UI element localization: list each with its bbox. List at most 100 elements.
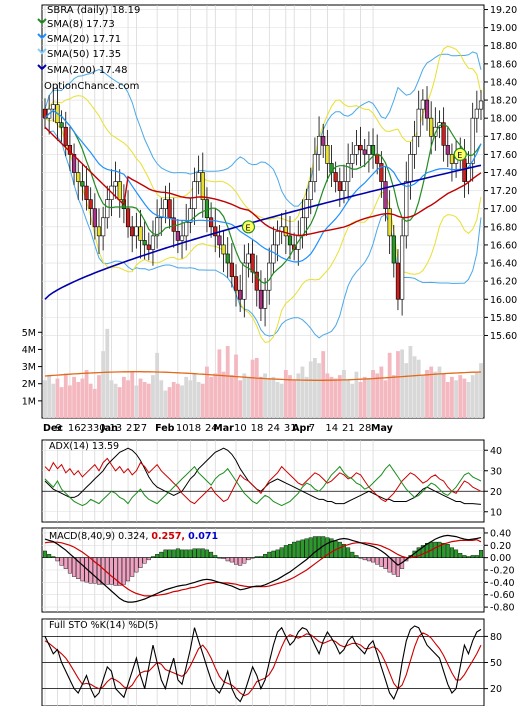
macd-histogram-bar bbox=[229, 557, 234, 563]
macd-ytick-label: 0.00 bbox=[490, 553, 511, 564]
macd-histogram-bar bbox=[150, 556, 155, 558]
sto-title: Full STO %K(14) %D(5) bbox=[49, 620, 158, 631]
volume-bar bbox=[242, 373, 247, 418]
macd-histogram-bar bbox=[163, 549, 168, 558]
candle-body bbox=[76, 172, 81, 182]
candle-body bbox=[366, 145, 371, 155]
volume-bar bbox=[313, 358, 317, 418]
candle-body bbox=[379, 163, 384, 182]
macd-histogram-bar bbox=[283, 545, 288, 558]
candle-body bbox=[233, 276, 239, 291]
macd-histogram-bar bbox=[134, 557, 139, 573]
price-ytick-label: 16.40 bbox=[490, 259, 517, 270]
panel-frame-adx bbox=[41, 439, 485, 523]
macd-histogram-bar bbox=[329, 538, 334, 558]
macd-histogram-bar bbox=[221, 557, 226, 559]
macd-histogram-bar bbox=[88, 557, 93, 584]
candle-body bbox=[412, 135, 417, 155]
macd-histogram-bar bbox=[296, 540, 301, 558]
macd-histogram-bar bbox=[375, 557, 380, 565]
macd-histogram-bar bbox=[425, 542, 430, 558]
volume-bar bbox=[408, 346, 413, 418]
candle-body bbox=[478, 100, 484, 110]
candle-body bbox=[474, 108, 479, 119]
volume-bar bbox=[80, 378, 85, 418]
legend-sma20-label: SMA(20) 17.71 bbox=[47, 34, 121, 45]
x-tick-label: May bbox=[371, 423, 394, 434]
candle-body bbox=[101, 217, 106, 237]
candle-body bbox=[424, 99, 430, 119]
sma20-legend-marker bbox=[37, 33, 47, 40]
candle-body bbox=[196, 172, 201, 182]
macd-histogram-bar bbox=[387, 557, 392, 573]
x-tick-label: 18 bbox=[251, 423, 264, 434]
macd-histogram-bar bbox=[142, 557, 147, 564]
macd-histogram-bar bbox=[466, 556, 471, 558]
macd-histogram-bar bbox=[204, 549, 209, 558]
price-ytick-label: 18.60 bbox=[490, 59, 517, 70]
candle-body bbox=[208, 217, 214, 228]
volume-bar bbox=[188, 380, 193, 418]
candle-body bbox=[287, 235, 293, 246]
macd-title-main: MACD(8,40,9) 0.324, bbox=[49, 531, 148, 542]
volume-bar bbox=[51, 383, 56, 418]
volume-bar bbox=[346, 380, 351, 418]
volume-bar bbox=[175, 383, 180, 418]
macd-histogram-bar bbox=[445, 544, 450, 558]
volume-bar bbox=[271, 376, 276, 418]
volume-average-line bbox=[44, 371, 482, 381]
volume-bar bbox=[358, 382, 363, 418]
volume-bar bbox=[213, 373, 218, 418]
volume-bar bbox=[375, 373, 380, 418]
candle-body bbox=[395, 262, 401, 300]
x-tick-label: 24 bbox=[267, 423, 280, 434]
volume-bar bbox=[229, 375, 234, 418]
volume-bar bbox=[134, 385, 139, 418]
candle-body bbox=[217, 235, 222, 246]
chart-title: SBRA (daily) 18.19 bbox=[47, 5, 140, 16]
volume-bar bbox=[200, 383, 205, 418]
candle-body bbox=[358, 145, 363, 151]
macd-histogram-bar bbox=[167, 549, 172, 558]
candle-body bbox=[221, 244, 226, 255]
volume-bar bbox=[404, 363, 409, 418]
volume-bar bbox=[458, 375, 463, 418]
volume-bar bbox=[391, 375, 396, 418]
volume-bar bbox=[192, 373, 197, 418]
volume-bar bbox=[238, 380, 243, 418]
earnings-marker-letter: E bbox=[245, 223, 250, 232]
candle-body bbox=[117, 181, 122, 200]
volume-bar bbox=[171, 382, 176, 418]
volume-bar bbox=[400, 349, 405, 418]
volume-bar bbox=[151, 375, 155, 418]
volume-bar bbox=[163, 390, 168, 418]
macd-histogram-bar bbox=[479, 549, 484, 558]
volume-bar bbox=[68, 385, 72, 418]
envelope-lower-line bbox=[44, 117, 482, 343]
volume-bar bbox=[55, 378, 60, 418]
macd-histogram-bar bbox=[113, 557, 118, 586]
macd-histogram-bar bbox=[59, 557, 64, 566]
x-tick-label: Feb bbox=[155, 423, 175, 434]
x-tick-label: Apr bbox=[292, 423, 311, 434]
candle-body bbox=[150, 235, 156, 250]
candle-body bbox=[167, 199, 172, 219]
candle-body bbox=[92, 208, 97, 228]
macd-histogram-bar bbox=[101, 557, 106, 585]
volume-bar bbox=[72, 376, 76, 418]
candle-body bbox=[163, 199, 168, 210]
x-tick-label: 7 bbox=[309, 423, 315, 434]
volume-bar bbox=[454, 380, 458, 418]
macd-signal-value: 0.257, bbox=[151, 531, 185, 542]
candle-body bbox=[262, 289, 268, 309]
volume-bar bbox=[325, 373, 330, 418]
candle-body bbox=[429, 117, 434, 137]
macd-histogram-bar bbox=[458, 553, 463, 558]
vol-ytick-label: 2M bbox=[22, 379, 36, 390]
macd-histogram-bar bbox=[462, 555, 467, 558]
macd-histogram-bar bbox=[341, 544, 346, 558]
x-tick-label: 10 bbox=[234, 423, 247, 434]
volume-bar bbox=[462, 378, 467, 418]
volume-bar bbox=[250, 359, 255, 418]
volume-bar bbox=[304, 376, 309, 418]
